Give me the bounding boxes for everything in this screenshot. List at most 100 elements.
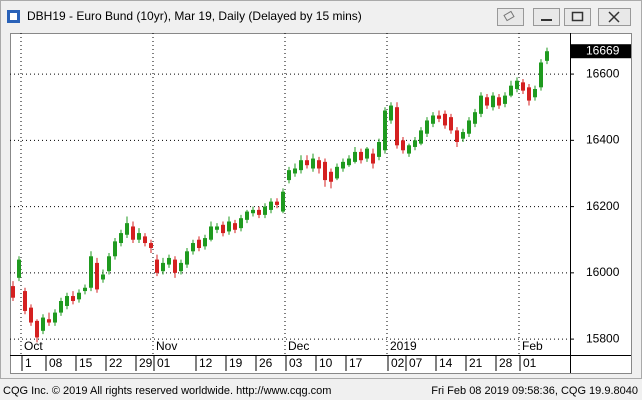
last-price-box <box>571 44 631 59</box>
candle-body <box>23 291 27 311</box>
candle-body <box>437 115 441 119</box>
candle-body <box>173 259 177 273</box>
candle-body <box>269 201 273 210</box>
candle-body <box>287 170 291 181</box>
candle-body <box>431 115 435 124</box>
last-price-label: 16669 <box>586 43 620 57</box>
candle-body <box>449 117 453 131</box>
candle-body <box>293 168 297 174</box>
copyright: CQG Inc. © 2019 All rights reserved worl… <box>3 385 331 397</box>
close-button[interactable] <box>598 8 631 26</box>
candle-body <box>125 223 129 235</box>
y-tick-label: 15800 <box>586 331 620 345</box>
x-tick-label: 21 <box>469 356 483 370</box>
x-tick-label: 15 <box>79 356 93 370</box>
x-tick-label: 03 <box>289 356 303 370</box>
candle-body <box>167 257 171 265</box>
month-label: Feb <box>522 339 543 353</box>
candle-body <box>467 120 471 134</box>
candle-body <box>455 130 459 142</box>
candle-body <box>539 62 543 88</box>
candle-body <box>419 130 423 144</box>
x-tick-label: 14 <box>439 356 453 370</box>
candle-body <box>47 319 51 323</box>
candle-body <box>17 259 21 278</box>
plot: 15800 16000 16200 16400 16600 Oct Nov Dec 2019 Fe… <box>10 33 631 371</box>
candle-body <box>143 236 147 244</box>
candle-body <box>317 160 321 169</box>
x-tick-label: 02 <box>391 356 405 370</box>
candle-body <box>371 153 375 164</box>
candle-body <box>353 151 357 162</box>
candle-body <box>485 97 489 106</box>
x-tick-label: 01 <box>157 356 171 370</box>
candle-body <box>305 160 309 166</box>
candle-body <box>137 233 141 240</box>
x-tick-label: 10 <box>319 356 333 370</box>
x-tick-label: 01 <box>523 356 537 370</box>
x-tick-label: 08 <box>49 356 63 370</box>
candle-body <box>281 191 285 212</box>
candle-body <box>359 151 363 161</box>
candle-body <box>239 218 243 229</box>
candle-body <box>29 307 33 323</box>
candle-body <box>275 201 279 205</box>
chart-panel <box>10 33 632 374</box>
candle-body <box>65 296 69 306</box>
window-title: DBH19 - Euro Bund (10yr), Mar 19, Daily … <box>27 9 362 23</box>
candle-body <box>155 259 159 273</box>
candle-body <box>203 238 207 247</box>
candle-body <box>11 286 15 298</box>
minimize-button[interactable] <box>533 8 560 26</box>
y-tick-label: 16000 <box>586 265 620 279</box>
y-tick-label: 16200 <box>586 199 620 213</box>
candle-body <box>179 262 183 272</box>
candle-body <box>107 256 111 272</box>
candle-body <box>191 243 195 252</box>
candle-body <box>197 239 201 248</box>
candle-body <box>377 141 381 157</box>
candle-body <box>341 161 345 169</box>
candle-body <box>119 233 123 244</box>
candle-body <box>509 85 513 96</box>
candle-body <box>89 256 93 288</box>
x-tick-label: 29 <box>139 356 153 370</box>
restore-button[interactable] <box>564 8 591 26</box>
x-tick-label: 12 <box>199 356 213 370</box>
candle-body <box>347 158 351 166</box>
x-tick-label: 17 <box>349 356 363 370</box>
candle-body <box>233 223 237 230</box>
link-button[interactable] <box>497 8 524 26</box>
candle-body <box>53 312 57 323</box>
candle-body <box>329 171 333 182</box>
month-label: 2019 <box>390 339 417 353</box>
candle-body <box>491 95 495 108</box>
x-tick-label: 26 <box>259 356 273 370</box>
candle-body <box>365 148 369 159</box>
candle-body <box>263 206 267 215</box>
candle-body <box>35 320 39 338</box>
candle-body <box>533 88 537 98</box>
candle-body <box>425 120 429 134</box>
candle-body <box>209 226 213 240</box>
candle-body <box>245 211 249 220</box>
candle-body <box>521 82 525 91</box>
month-label: Nov <box>156 339 177 353</box>
candle-body <box>251 209 255 214</box>
candle-body <box>83 287 87 292</box>
candle-body <box>401 140 405 151</box>
candle-body <box>461 132 465 139</box>
y-tick-label: 16400 <box>586 133 620 147</box>
candle-body <box>515 80 519 89</box>
month-label: Oct <box>24 339 43 353</box>
candle-body <box>335 166 339 179</box>
candle-body <box>479 95 483 114</box>
candle-body <box>407 145 411 154</box>
candle-body <box>161 262 165 272</box>
candle-body <box>59 301 63 313</box>
candle-body <box>503 95 507 104</box>
candle-body <box>227 221 231 232</box>
x-tick-label: 22 <box>109 356 123 370</box>
candle-body <box>473 112 477 124</box>
candle-body <box>527 87 531 101</box>
